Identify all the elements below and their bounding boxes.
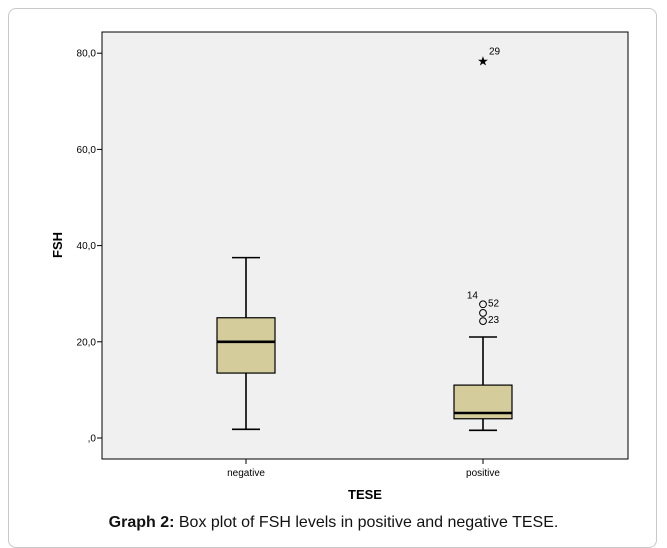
caption-label: Graph 2:: [108, 514, 175, 531]
x-axis: negative positive: [227, 459, 500, 479]
y-tick-label: 60,0: [77, 145, 97, 156]
x-axis-label: TESE: [348, 487, 382, 502]
outlier-label: 23: [488, 315, 500, 326]
x-tick-label: positive: [466, 468, 500, 479]
outlier-point: [479, 300, 487, 309]
plot-area: [101, 31, 629, 460]
outlier-label: 14: [467, 290, 479, 301]
box-negative: [216, 256, 276, 431]
y-tick-label: 40,0: [77, 241, 97, 252]
x-tick-label: negative: [227, 468, 265, 479]
y-tick-label: 80,0: [77, 49, 97, 60]
box-positive: 52 23 14 ★29: [453, 46, 513, 432]
iqr-box: [216, 317, 276, 374]
outlier-point: [479, 309, 487, 317]
boxes: 52 23 14 ★29: [216, 46, 513, 432]
outlier-point: [479, 317, 487, 326]
extreme-label: 29: [489, 46, 501, 57]
extreme-point: ★: [477, 54, 489, 69]
caption-text: Box plot of FSH levels in positive and n…: [174, 514, 559, 531]
figure-caption: Graph 2: Box plot of FSH levels in posit…: [0, 514, 667, 532]
y-tick-label: 20,0: [77, 337, 97, 348]
outlier-label: 52: [488, 298, 500, 309]
y-axis: ,0 20,0 40,0 60,0 80,0: [77, 49, 102, 445]
y-axis-label: FSH: [50, 232, 65, 258]
y-tick-label: ,0: [88, 434, 97, 445]
